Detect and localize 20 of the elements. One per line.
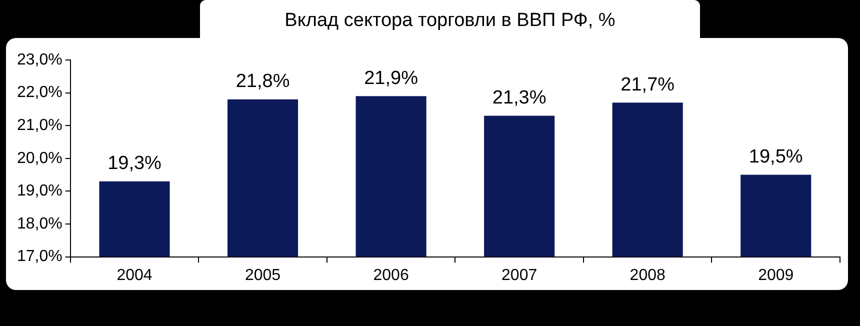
y-tick-label: 22,0% [16,84,62,102]
y-tick-label: 23,0% [16,51,62,68]
x-tick-label: 2007 [502,266,538,284]
x-tick-label: 2006 [373,266,409,284]
x-tick-label: 2009 [758,266,794,284]
y-tick-label: 19,0% [16,182,62,200]
data-label: 21,8% [236,71,290,92]
y-tick-label: 18,0% [16,215,62,232]
data-label: 19,3% [108,153,162,174]
chart-title: Вклад сектора торговли в ВВП РФ, % [284,10,616,32]
x-tick-label: 2008 [630,266,666,284]
data-label: 21,7% [620,74,675,96]
y-tick-label: 20,0% [16,150,62,167]
y-tick-label: 17,0% [16,248,62,266]
data-label: 19,5% [748,146,803,168]
y-tick-label: 21,0% [16,117,62,134]
x-tick-label: 2004 [116,266,152,284]
data-label: 21,3% [492,87,546,108]
data-label: 21,9% [364,68,418,89]
x-tick-label: 2005 [244,266,281,284]
